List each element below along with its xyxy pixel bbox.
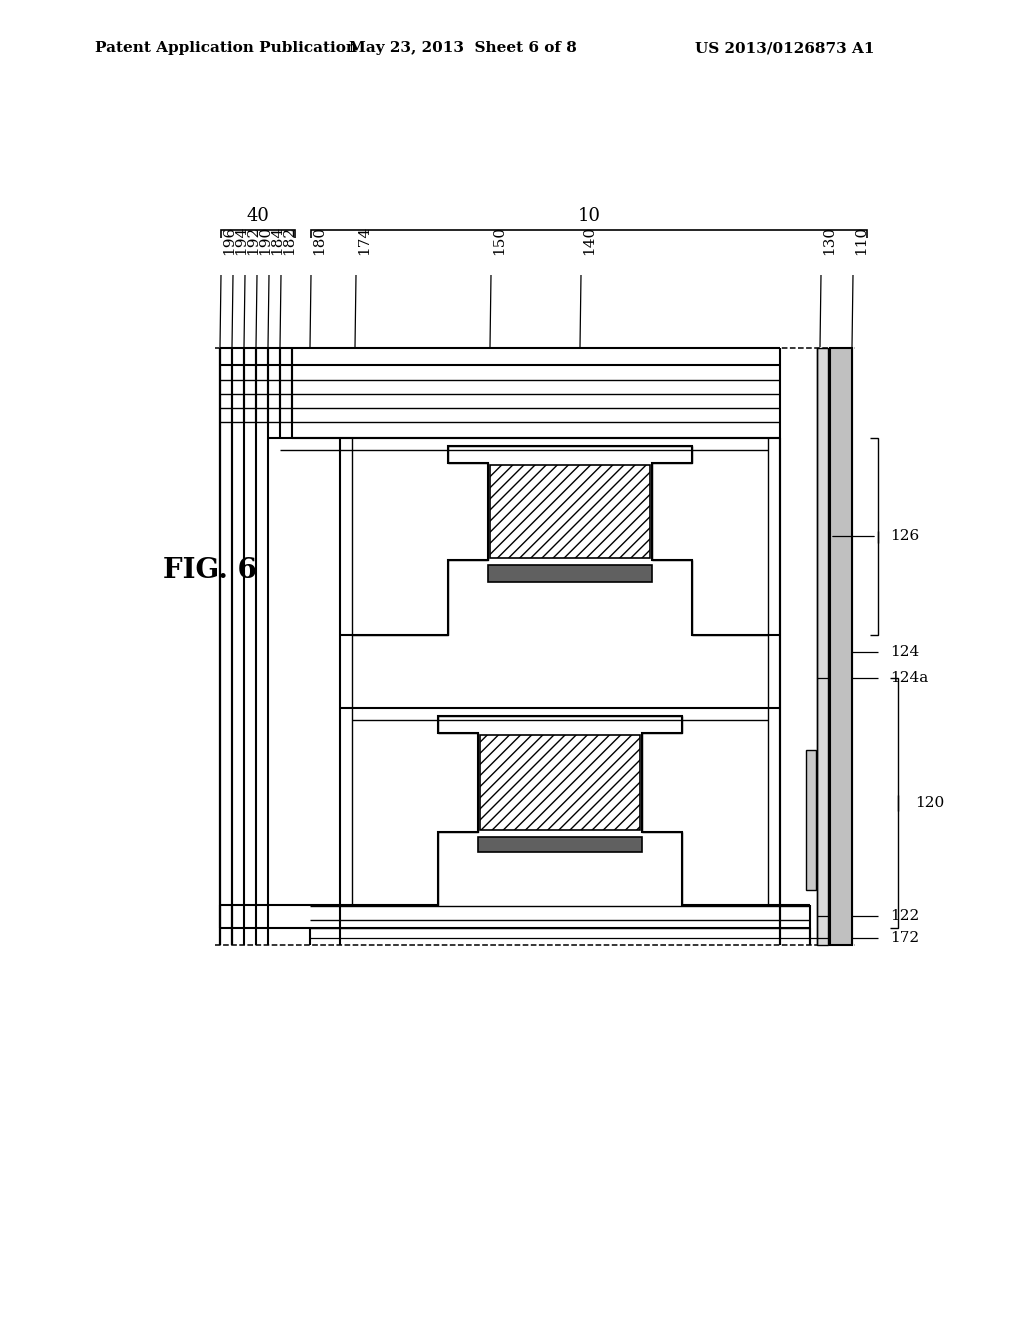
Bar xyxy=(480,735,640,830)
Text: 124a: 124a xyxy=(890,671,928,685)
Text: 182: 182 xyxy=(282,226,296,255)
Bar xyxy=(478,837,642,851)
Text: 172: 172 xyxy=(890,931,920,945)
Text: 196: 196 xyxy=(222,226,236,255)
Text: 190: 190 xyxy=(258,226,272,255)
Text: FIG. 6: FIG. 6 xyxy=(163,557,257,583)
Text: 180: 180 xyxy=(312,226,326,255)
Text: 140: 140 xyxy=(582,226,596,255)
Bar xyxy=(830,348,852,945)
Bar xyxy=(220,348,817,945)
Text: 120: 120 xyxy=(915,796,944,810)
Text: 10: 10 xyxy=(578,207,600,224)
Bar xyxy=(817,348,828,945)
Text: 40: 40 xyxy=(247,207,269,224)
Text: 150: 150 xyxy=(492,226,506,255)
Text: 122: 122 xyxy=(890,909,920,923)
Text: Patent Application Publication: Patent Application Publication xyxy=(95,41,357,55)
Text: 184: 184 xyxy=(270,226,284,255)
Bar xyxy=(488,565,652,582)
Text: 110: 110 xyxy=(854,226,868,255)
Bar xyxy=(490,465,650,558)
Text: 194: 194 xyxy=(234,226,248,255)
Text: 192: 192 xyxy=(246,226,260,255)
Text: 126: 126 xyxy=(890,529,920,544)
Text: May 23, 2013  Sheet 6 of 8: May 23, 2013 Sheet 6 of 8 xyxy=(349,41,577,55)
Bar xyxy=(806,750,816,890)
Text: 130: 130 xyxy=(822,226,836,255)
Text: US 2013/0126873 A1: US 2013/0126873 A1 xyxy=(695,41,874,55)
Text: 174: 174 xyxy=(357,226,371,255)
Text: 124: 124 xyxy=(890,644,920,659)
